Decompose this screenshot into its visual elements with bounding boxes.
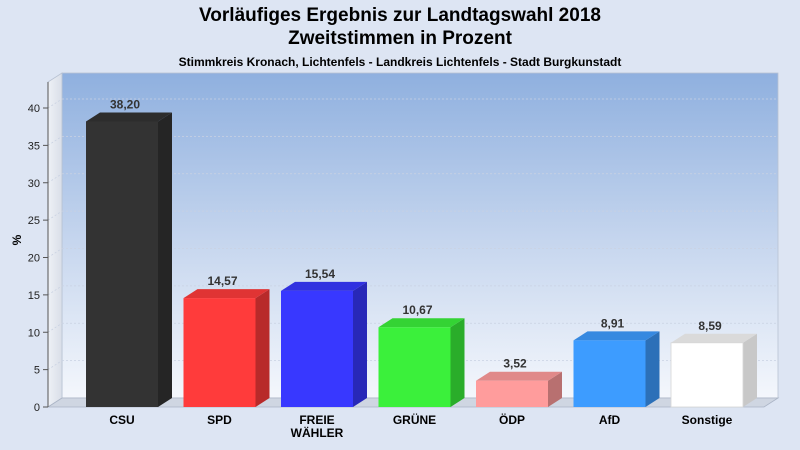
bar-side bbox=[645, 331, 660, 407]
y-tick-label: 15 bbox=[28, 290, 40, 302]
bar-top bbox=[183, 289, 270, 299]
bar-value-label: 14,57 bbox=[207, 274, 237, 288]
bar-top bbox=[86, 112, 172, 122]
bar bbox=[670, 342, 744, 408]
x-category-label: AfD bbox=[599, 413, 621, 427]
chart-subtitle: Zweitstimmen in Prozent bbox=[288, 28, 512, 49]
x-category-label: CSU bbox=[109, 413, 134, 427]
bar-side bbox=[353, 281, 367, 407]
y-tick-label: 10 bbox=[28, 327, 40, 339]
bar-value-label: 3,52 bbox=[503, 357, 527, 371]
y-tick-label: 5 bbox=[34, 365, 40, 377]
bar bbox=[86, 121, 158, 407]
bar-top bbox=[476, 371, 562, 381]
y-tick-label: 30 bbox=[28, 178, 40, 190]
bar bbox=[183, 298, 256, 407]
bar bbox=[281, 290, 353, 407]
bar-top bbox=[573, 331, 660, 341]
bar-top bbox=[671, 333, 757, 343]
bar-side bbox=[743, 333, 757, 407]
y-tick-label: 25 bbox=[28, 215, 40, 227]
gridline-side bbox=[47, 360, 63, 370]
y-tick-label: 20 bbox=[28, 253, 40, 265]
plot-side-wall bbox=[47, 72, 63, 408]
bar bbox=[476, 380, 548, 407]
y-tick-label: 40 bbox=[28, 103, 40, 115]
bar bbox=[573, 340, 646, 407]
gridline-side bbox=[47, 173, 63, 184]
bar bbox=[378, 327, 451, 407]
y-axis-label: % bbox=[10, 234, 24, 245]
gridline-side bbox=[47, 322, 63, 333]
gridline-side bbox=[47, 136, 63, 146]
y-tick-label: 0 bbox=[34, 402, 40, 414]
bar-value-label: 8,91 bbox=[601, 316, 625, 330]
x-category-label: FREIE bbox=[299, 413, 334, 427]
y-tick-label: 35 bbox=[28, 140, 40, 152]
x-category-label: GRÜNE bbox=[393, 412, 436, 427]
bar-side bbox=[548, 371, 562, 407]
gridline-side bbox=[47, 285, 63, 296]
bar-side bbox=[158, 112, 172, 407]
x-category-label: SPD bbox=[207, 413, 232, 427]
bar-value-label: 15,54 bbox=[305, 267, 335, 281]
bar-value-label: 8,59 bbox=[698, 319, 722, 333]
bar-side bbox=[450, 318, 465, 407]
bar-value-label: 10,67 bbox=[402, 303, 432, 317]
chart-subsubtitle: Stimmkreis Kronach, Lichtenfels - Landkr… bbox=[178, 55, 622, 69]
gridline-side bbox=[47, 248, 63, 258]
bar-top bbox=[378, 318, 465, 328]
x-category-label: Sonstige bbox=[682, 413, 733, 427]
x-category-label: ÖDP bbox=[499, 412, 525, 427]
bar-top bbox=[281, 281, 367, 291]
bar-side bbox=[255, 289, 270, 407]
gridline-side bbox=[47, 98, 63, 109]
x-category-label: WÄHLER bbox=[291, 425, 344, 440]
gridline-side bbox=[47, 210, 63, 221]
bar-value-label: 38,20 bbox=[110, 97, 140, 111]
chart-title: Vorläufiges Ergebnis zur Landtagswahl 20… bbox=[199, 5, 601, 26]
